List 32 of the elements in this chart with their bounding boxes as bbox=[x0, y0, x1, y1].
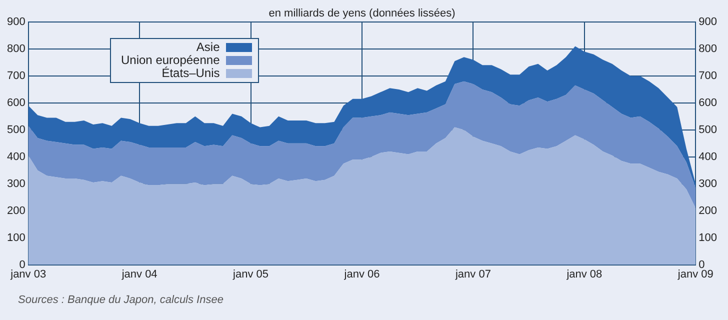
y2-tick-label: 900 bbox=[698, 16, 718, 28]
x-tick-label: janv 03 bbox=[10, 268, 46, 280]
x-tick-label: janv 04 bbox=[120, 268, 158, 280]
legend-label: États–Unis bbox=[162, 66, 220, 80]
x-tick-label: janv 07 bbox=[454, 268, 491, 280]
y-tick-label: 700 bbox=[6, 70, 26, 82]
legend-label: Asie bbox=[196, 40, 220, 54]
y-tick-label: 500 bbox=[6, 124, 26, 136]
y2-tick-label: 400 bbox=[698, 150, 718, 163]
x-tick-label: janv 05 bbox=[232, 268, 269, 280]
y-tick-label: 100 bbox=[6, 232, 26, 244]
x-tick-label: janv 09 bbox=[676, 268, 714, 280]
y2-tick-label: 100 bbox=[698, 232, 718, 244]
y2-tick-label: 200 bbox=[698, 204, 718, 217]
y2-tick-label: 700 bbox=[698, 70, 718, 82]
y-tick-label: 600 bbox=[6, 96, 26, 109]
y2-tick-label: 500 bbox=[698, 124, 718, 136]
y-tick-label: 400 bbox=[6, 150, 26, 163]
x-tick-label: janv 08 bbox=[566, 268, 602, 280]
source-note: Sources : Banque du Japon, calculs Insee bbox=[18, 294, 224, 306]
chart-title: en milliards de yens (données lissées) bbox=[268, 8, 456, 20]
y2-tick-label: 300 bbox=[698, 178, 718, 190]
y2-tick-label: 800 bbox=[698, 43, 718, 56]
y2-tick-label: 0 bbox=[698, 258, 705, 271]
y-tick-label: 200 bbox=[6, 204, 26, 217]
y-tick-label: 900 bbox=[6, 16, 26, 28]
x-tick-label: janv 06 bbox=[343, 268, 380, 280]
y2-tick-label: 600 bbox=[698, 96, 718, 109]
y-tick-label: 300 bbox=[6, 178, 26, 190]
y-tick-label: 0 bbox=[19, 258, 26, 271]
legend-label: Union européenne bbox=[121, 53, 220, 67]
y-tick-label: 800 bbox=[6, 43, 26, 56]
